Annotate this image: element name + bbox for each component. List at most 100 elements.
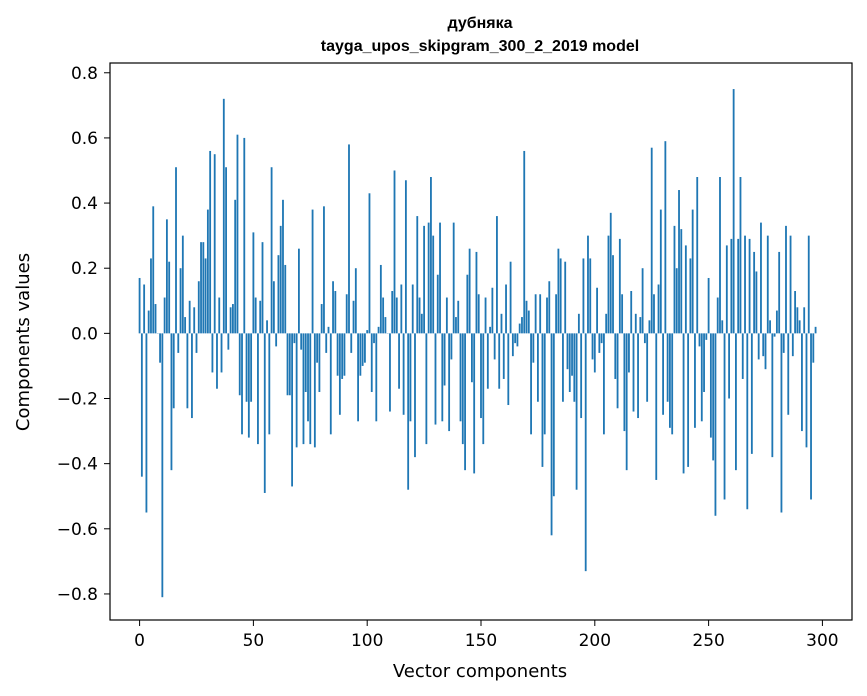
bar — [177, 333, 180, 353]
bar — [689, 258, 692, 334]
bar — [623, 333, 626, 432]
bar — [507, 333, 510, 406]
bar — [261, 242, 264, 334]
bar — [589, 258, 592, 334]
bar — [268, 333, 271, 435]
bar — [257, 333, 259, 445]
bar — [564, 261, 567, 334]
bar — [491, 287, 494, 334]
bar — [298, 248, 300, 334]
bar — [470, 333, 473, 383]
bar — [170, 333, 173, 471]
bar — [464, 333, 466, 471]
bar — [662, 333, 664, 415]
bar — [748, 238, 751, 334]
bar — [409, 333, 412, 422]
y-tick-label: 0.8 — [71, 64, 98, 84]
bar — [168, 261, 171, 334]
bar — [755, 271, 758, 334]
bar — [311, 209, 314, 334]
bar — [411, 284, 414, 334]
bar — [541, 333, 544, 467]
bar — [639, 317, 642, 334]
bar — [393, 170, 396, 334]
bar-series — [138, 89, 817, 598]
bar — [648, 320, 651, 334]
bar — [436, 274, 439, 334]
bar — [628, 333, 630, 373]
bar — [573, 333, 576, 402]
bar — [546, 297, 548, 334]
bar — [225, 167, 227, 334]
bar — [757, 333, 760, 360]
x-tick-label: 50 — [243, 631, 265, 651]
bar — [345, 294, 348, 334]
bar — [712, 333, 715, 461]
bar — [216, 333, 218, 389]
bar — [379, 264, 382, 334]
bar — [482, 333, 485, 445]
bar — [364, 333, 366, 363]
bar — [794, 291, 797, 334]
bar — [316, 333, 319, 363]
bar — [300, 333, 303, 350]
bar — [737, 238, 740, 334]
bar — [266, 320, 268, 334]
bar — [232, 304, 234, 334]
y-axis-label: Components values — [13, 253, 34, 431]
bar — [220, 333, 223, 373]
bar — [430, 177, 432, 334]
bar — [473, 333, 476, 474]
bar — [368, 193, 371, 334]
bar — [707, 277, 710, 334]
bar — [304, 333, 307, 392]
bar — [582, 258, 585, 334]
bar — [791, 333, 794, 357]
bar — [678, 190, 680, 334]
bar — [657, 284, 660, 334]
bar — [320, 304, 323, 334]
y-tick-label: −0.2 — [57, 390, 98, 410]
bar — [562, 333, 564, 402]
bar — [357, 333, 359, 422]
bar — [391, 291, 394, 334]
bar — [493, 333, 496, 360]
bar — [766, 235, 769, 334]
bar — [580, 333, 583, 419]
bar — [603, 333, 605, 435]
bar — [307, 333, 309, 422]
bar — [598, 333, 601, 353]
x-axis-ticks: 0 50 100 150 200 250 300 — [134, 620, 839, 651]
bar — [234, 199, 237, 334]
bar — [395, 297, 398, 334]
bar — [263, 333, 266, 493]
bar — [741, 333, 744, 379]
bar — [762, 333, 765, 357]
bar — [204, 258, 207, 334]
bar — [769, 320, 771, 334]
bar — [332, 281, 334, 334]
bar — [313, 333, 316, 448]
bar — [532, 333, 535, 363]
bar — [425, 333, 428, 445]
bar — [525, 300, 528, 334]
x-tick-label: 0 — [134, 631, 145, 651]
bar — [452, 222, 455, 334]
bar — [152, 206, 155, 334]
bar — [181, 235, 184, 334]
bar — [377, 326, 380, 334]
bar — [275, 333, 278, 347]
bar — [370, 333, 373, 392]
bar — [614, 333, 617, 379]
bar — [382, 297, 385, 334]
bar — [539, 294, 542, 334]
y-tick-label: 0.2 — [71, 259, 98, 279]
bar — [443, 333, 446, 386]
bar — [659, 209, 662, 334]
bar — [184, 317, 187, 334]
chart-title-line2: tayga_upos_skipgram_300_2_2019 model — [321, 38, 639, 55]
bar — [402, 333, 405, 415]
bar — [807, 235, 810, 334]
bar — [350, 333, 353, 353]
y-tick-label: −0.4 — [57, 455, 98, 475]
